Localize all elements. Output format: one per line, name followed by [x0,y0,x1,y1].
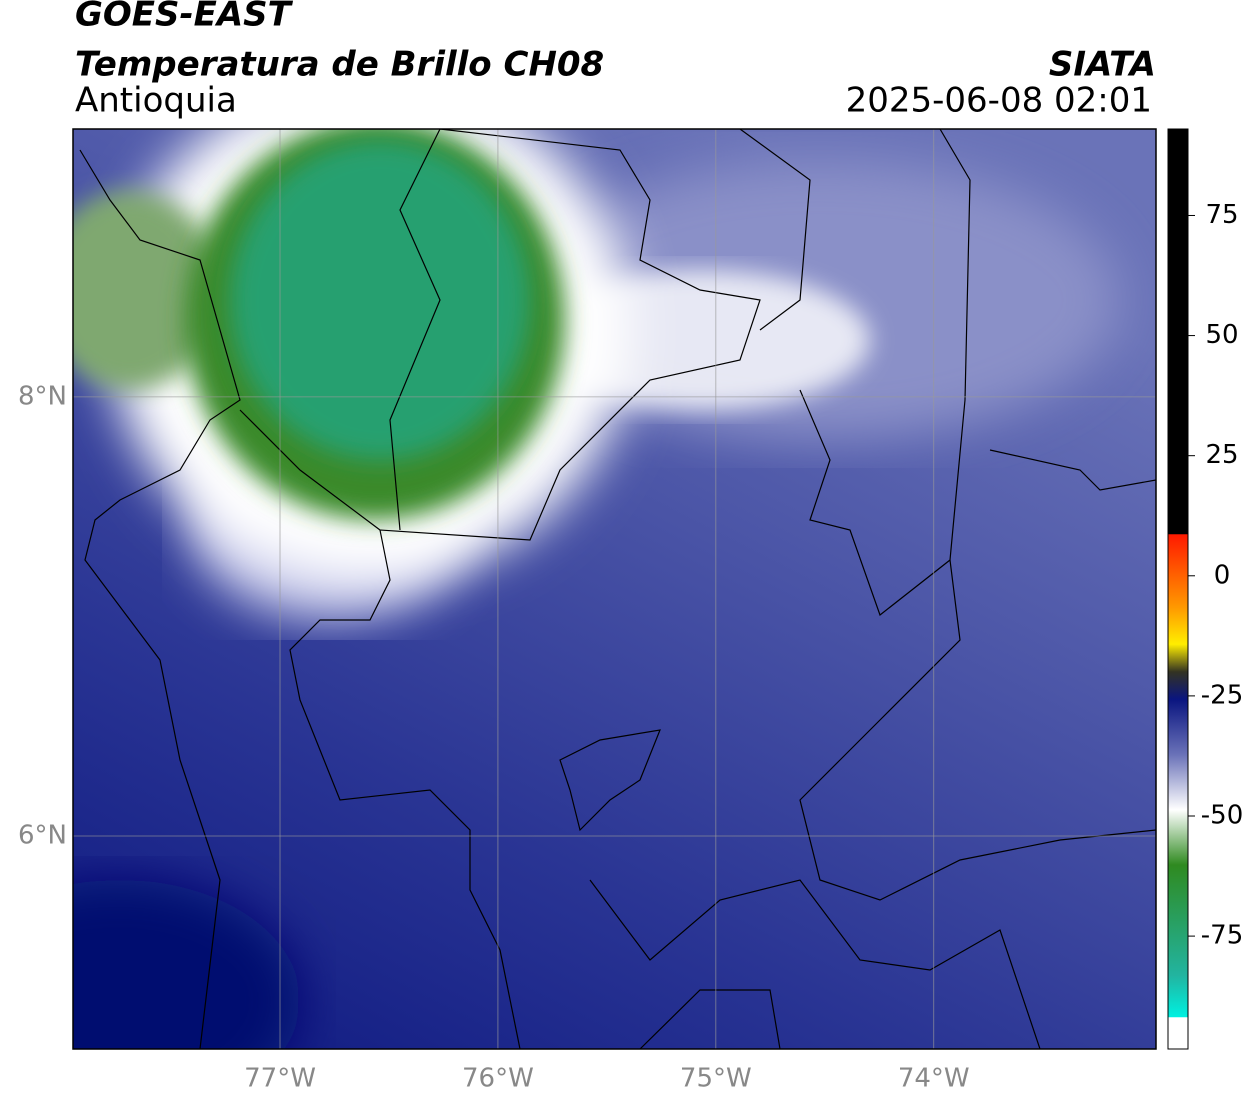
subtitle: Temperatura de Brillo CH08 [75,45,604,85]
colorbar-tick-label: -75 [1201,921,1243,951]
timestamp: 2025-06-08 02:01 [846,81,1152,121]
lon-tick-label: 74°W [898,1064,970,1094]
satellite-image [73,129,1156,1049]
source: SIATA [1049,45,1156,85]
lat-tick-label: 6°N [18,821,67,851]
lon-tick-label: 75°W [680,1064,752,1094]
graticule [73,129,1156,1049]
colorbar-tick-label: 25 [1205,440,1238,470]
colorbar-tick-label: 75 [1205,200,1238,230]
title: GOES-EAST [75,0,294,35]
colorbar [1167,128,1189,1050]
lon-tick-label: 76°W [462,1064,534,1094]
region: Antioquia [75,81,237,121]
map-frame [72,128,1157,1050]
colorbar-tick-label: -50 [1201,800,1243,830]
colorbar-tick-label: -25 [1201,680,1243,710]
lat-tick-label: 8°N [18,381,67,411]
colorbar-tick-label: 50 [1205,320,1238,350]
colorbar-tick-label: 0 [1214,560,1231,590]
lon-tick-label: 77°W [244,1064,316,1094]
